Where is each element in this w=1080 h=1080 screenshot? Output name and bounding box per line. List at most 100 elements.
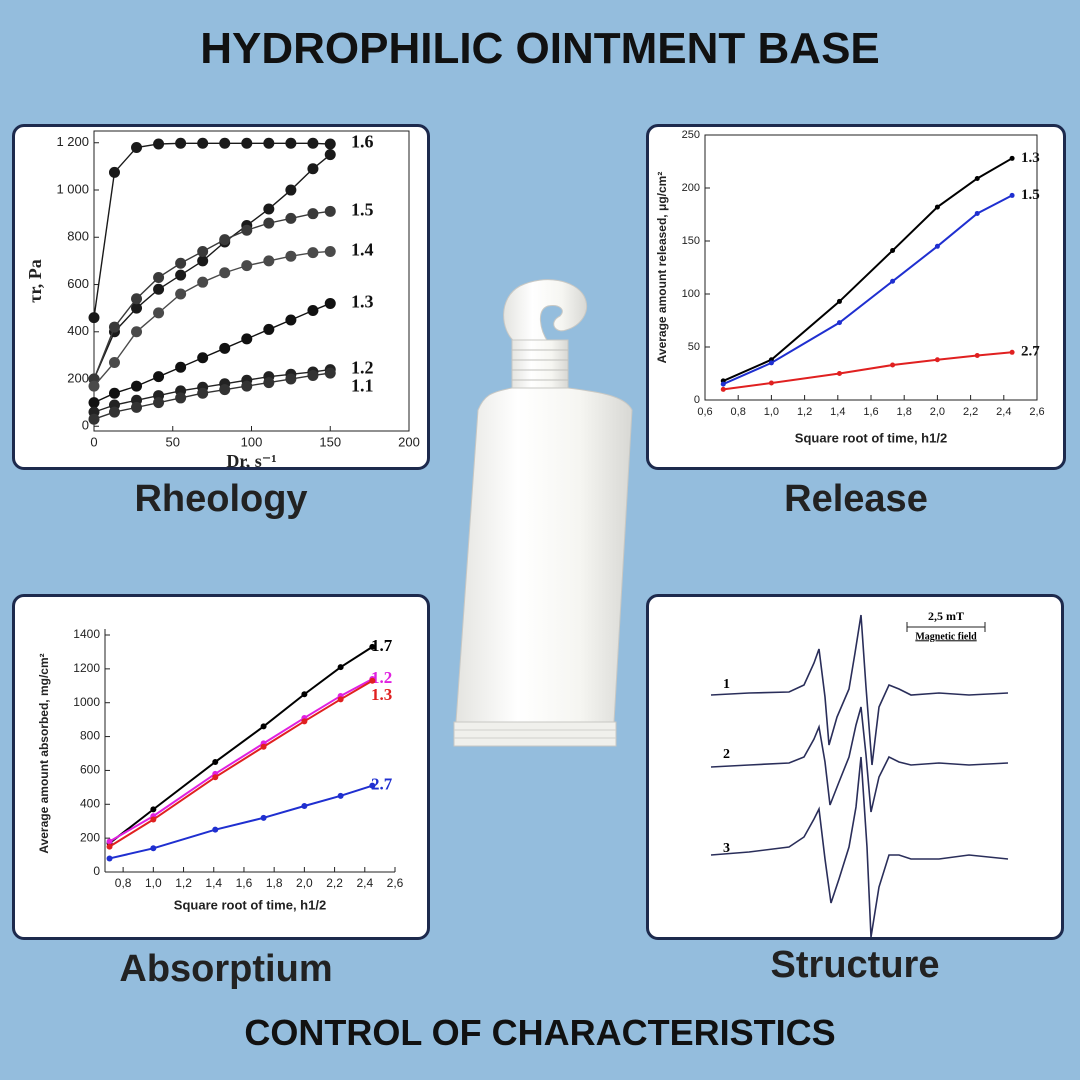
data-point — [337, 664, 344, 671]
chart: 0,8 1,0 1,2 1,4 1,6 1,8 2,0 2,2 2,4 2,6 0 200 400 600… — [37, 627, 404, 912]
panel-caption: Rheology — [134, 478, 308, 520]
x-axis-label: Square root of time, h1/2 — [795, 430, 947, 445]
data-point — [307, 247, 319, 259]
series-line — [723, 351, 1013, 391]
data-point — [197, 137, 209, 149]
data-point — [285, 212, 297, 224]
data-point — [131, 326, 143, 338]
x-tick-label: 2,6 — [1029, 406, 1044, 418]
x-tick-label: 0,8 — [731, 406, 746, 418]
series-label: 1.1 — [351, 376, 374, 396]
data-point — [768, 380, 774, 386]
series-label: 1.2 — [351, 358, 374, 378]
data-point — [106, 855, 113, 862]
data-point — [88, 312, 100, 324]
y-tick-label: 250 — [682, 129, 700, 141]
scale-label: 2,5 mT — [928, 609, 964, 623]
data-point — [263, 255, 275, 267]
field-label: Magnetic field — [915, 631, 977, 642]
release-panel: 0,6 0,8 1,0 1,2 1,4 1,6 1,8 2,0 2,2 2,4 2,6 0 50 100 1… — [646, 124, 1066, 470]
y-tick-label: 100 — [682, 288, 700, 300]
spectrum-label: 2 — [723, 747, 730, 762]
data-point — [974, 210, 980, 216]
data-point — [263, 377, 275, 389]
panel-caption: Absorptium — [119, 948, 333, 990]
series-label: 1.5 — [351, 199, 374, 219]
data-point — [337, 696, 344, 703]
data-point — [934, 204, 940, 210]
data-point — [153, 271, 165, 283]
data-point — [768, 360, 774, 366]
y-tick-label: 1 200 — [56, 134, 89, 149]
y-tick-label: 0 — [82, 418, 89, 433]
y-tick-label: 200 — [80, 830, 100, 844]
y-tick-label: 1000 — [73, 695, 100, 709]
y-tick-label: 50 — [688, 341, 700, 353]
data-point — [153, 283, 165, 295]
y-tick-label: 1 000 — [56, 181, 89, 196]
data-point — [307, 369, 319, 381]
data-point — [197, 387, 209, 399]
x-tick-label: 200 — [398, 434, 420, 449]
x-tick-label: 1,6 — [863, 406, 878, 418]
data-point — [108, 321, 120, 333]
x-tick-label: 150 — [319, 434, 341, 449]
data-point — [324, 138, 336, 150]
data-point — [260, 723, 267, 730]
y-axis-label: Average amount absorbed, mg/cm² — [37, 653, 51, 853]
x-tick-label: 2,4 — [356, 876, 373, 890]
data-point — [219, 384, 231, 396]
series-label: 1.6 — [351, 131, 374, 151]
x-tick-label: 1,8 — [266, 876, 283, 890]
data-point — [337, 792, 344, 799]
spectrum-line — [710, 614, 1009, 766]
y-tick-label: 200 — [67, 370, 89, 385]
series-label: 1.3 — [1021, 150, 1040, 166]
page-title: HYDROPHILIC OINTMENT BASE — [200, 24, 880, 73]
data-point — [175, 269, 187, 281]
y-tick-label: 400 — [67, 323, 89, 338]
data-point — [285, 314, 297, 326]
x-tick-label: 100 — [241, 434, 263, 449]
data-point — [175, 288, 187, 300]
series-line — [109, 679, 373, 848]
x-tick-label: 2,6 — [387, 876, 404, 890]
data-point — [285, 373, 297, 385]
data-point — [88, 397, 100, 409]
data-point — [720, 386, 726, 392]
data-point — [974, 175, 980, 181]
data-point — [219, 137, 231, 149]
data-point — [1009, 349, 1015, 355]
data-point — [241, 224, 253, 236]
data-point — [108, 406, 120, 418]
data-point — [285, 250, 297, 262]
series-label: 1.3 — [351, 292, 374, 312]
data-point — [153, 397, 165, 409]
x-axis-label: Square root of time, h1/2 — [174, 897, 326, 912]
data-point — [219, 342, 231, 354]
series-label: 1.5 — [1021, 187, 1040, 203]
y-tick-label: 800 — [67, 229, 89, 244]
x-tick-label: 2,4 — [996, 406, 1011, 418]
x-tick-label: 50 — [166, 434, 180, 449]
y-tick-label: 400 — [80, 796, 100, 810]
absorptium-panel: 0,8 1,0 1,2 1,4 1,6 1,8 2,0 2,2 2,4 2,6 0 200 400 600… — [12, 594, 430, 940]
data-point — [324, 367, 336, 379]
data-point — [720, 381, 726, 387]
data-point — [307, 208, 319, 220]
data-point — [197, 276, 209, 288]
data-point — [307, 163, 319, 175]
x-tick-label: 2,0 — [296, 876, 313, 890]
data-point — [301, 802, 308, 809]
data-point — [197, 255, 209, 267]
data-point — [212, 758, 219, 765]
data-point — [263, 203, 275, 215]
x-axis-label: Dr, s⁻¹ — [226, 451, 276, 470]
x-tick-label: 1,8 — [897, 406, 912, 418]
epr-spectra: 2,5 mT Magnetic field 1 2 3 — [710, 609, 1009, 937]
data-point — [836, 371, 842, 376]
data-point — [836, 320, 842, 326]
y-axis-label: Average amount released, μg/cm² — [655, 172, 669, 364]
